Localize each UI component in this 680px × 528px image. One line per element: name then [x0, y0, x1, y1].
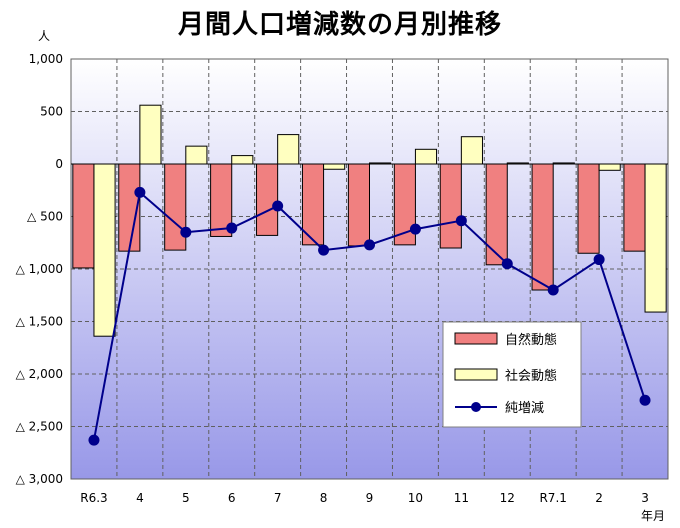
natural-change-bar	[256, 163, 279, 236]
x-tick-label: 2	[595, 491, 603, 505]
net-change-point	[180, 226, 192, 238]
x-axis-ticks: R6.3 4 5 6 7 8 9 10 11 12 R7.1 2 3	[80, 491, 649, 505]
social-change-bar	[139, 104, 162, 165]
x-tick-label: 11	[454, 491, 469, 505]
x-axis-label: 年月	[641, 509, 665, 523]
net-change-point	[134, 186, 146, 198]
x-tick-label: 5	[182, 491, 190, 505]
y-tick-label: △ 2,500	[16, 420, 63, 434]
social-change-bar	[231, 155, 254, 165]
y-tick-label: △ 2,000	[16, 367, 63, 381]
net-change-point	[226, 222, 238, 234]
social-change-bar	[414, 148, 438, 165]
net-change-point	[501, 258, 513, 270]
net-change-point	[364, 239, 375, 251]
y-tick-label: 500	[40, 105, 63, 119]
x-tick-label: 10	[408, 491, 423, 505]
y-axis-label: 人	[38, 29, 50, 43]
bars	[72, 104, 667, 337]
legend: 自然動態 社会動態 純増減	[442, 321, 582, 428]
x-tick-label: 8	[320, 491, 328, 505]
social-change-bar	[598, 163, 621, 171]
net-change-point	[455, 215, 467, 227]
social-change-bar	[277, 134, 300, 165]
chart-title: 月間人口増減数の月別推移	[177, 10, 502, 40]
y-tick-label: △ 1,000	[16, 262, 63, 276]
natural-change-bar	[164, 163, 187, 251]
net-change-point	[639, 394, 651, 406]
x-tick-label: 7	[274, 491, 282, 505]
net-change-point	[547, 284, 559, 296]
y-axis-ticks: 1,000 500 0 △ 500 △ 1,000 △ 1,500 △ 2,000 △ 2,5…	[16, 52, 63, 486]
legend-swatch-natural	[454, 332, 498, 345]
x-tick-label: 12	[500, 491, 515, 505]
net-change-point	[593, 254, 605, 266]
x-tick-label: R6.3	[80, 491, 107, 505]
social-change-bar	[323, 163, 346, 170]
legend-label-social: 社会動態	[505, 368, 557, 384]
x-tick-label: 6	[228, 491, 236, 505]
legend-label-natural: 自然動態	[505, 332, 557, 348]
net-change-point	[272, 200, 284, 212]
natural-change-bar	[439, 163, 462, 249]
social-change-bar	[460, 136, 483, 165]
natural-change-bar	[623, 163, 646, 252]
x-tick-label: R7.1	[539, 491, 566, 505]
natural-change-bar	[577, 163, 600, 254]
social-change-bar	[644, 163, 667, 313]
natural-change-bar	[485, 163, 508, 266]
y-tick-label: △ 500	[27, 210, 63, 224]
natural-change-bar	[347, 163, 371, 247]
net-change-point	[409, 223, 421, 235]
net-change-point	[88, 434, 100, 446]
legend-label-net: 純増減	[505, 400, 544, 416]
x-tick-label: 9	[366, 491, 374, 505]
net-change-point	[318, 244, 330, 256]
social-change-bar	[185, 145, 208, 165]
y-tick-label: 1,000	[29, 52, 63, 66]
legend-swatch-net-marker	[471, 402, 481, 412]
y-tick-label: △ 3,000	[16, 472, 63, 486]
y-tick-label: △ 1,500	[16, 315, 63, 329]
social-change-bar	[93, 163, 116, 337]
net-change-line	[88, 186, 651, 446]
x-tick-label: 3	[641, 491, 649, 505]
natural-change-bar	[72, 163, 95, 269]
natural-change-bar	[531, 163, 554, 291]
y-tick-label: 0	[55, 157, 63, 171]
x-tick-label: 4	[136, 491, 144, 505]
legend-swatch-social	[454, 368, 498, 381]
